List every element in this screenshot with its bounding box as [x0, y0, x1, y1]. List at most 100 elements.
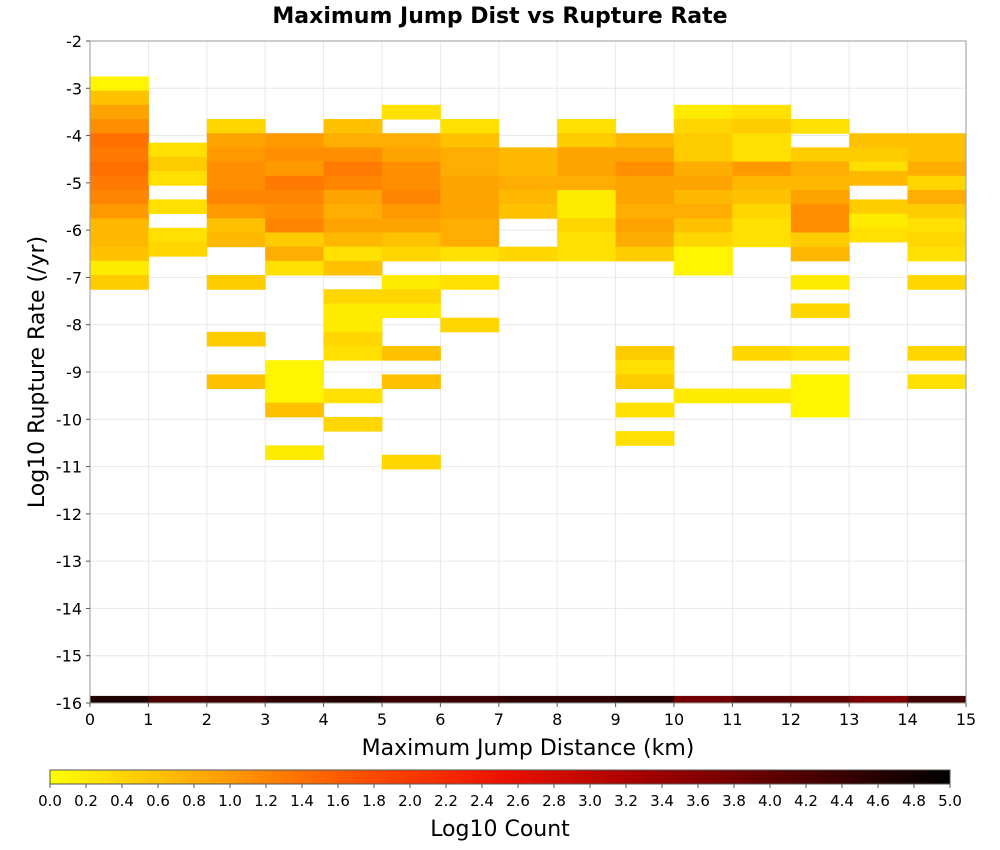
heatmap-cell: [90, 189, 149, 205]
y-tick-label: -8: [66, 316, 82, 335]
x-tick-label: 6: [435, 710, 445, 729]
heatmap-cell: [323, 246, 383, 262]
colorbar-tick-label: 3.8: [722, 792, 746, 810]
heatmap-cell: [323, 303, 383, 319]
colorbar-tick-label: 3.4: [650, 792, 674, 810]
heatmap-cell: [907, 232, 967, 248]
heatmap-cell: [206, 133, 266, 148]
colorbar-tick-label: 4.6: [866, 792, 890, 810]
heatmap-cell: [615, 431, 675, 446]
x-tick-label: 1: [143, 710, 153, 729]
heatmap-cell: [323, 331, 383, 347]
heatmap-cell: [615, 133, 675, 148]
heatmap-cell: [849, 147, 909, 163]
colorbar: [49, 769, 951, 785]
colorbar-tick-label: 2.2: [434, 792, 458, 810]
heatmap-cell: [206, 119, 266, 134]
colorbar-tick-label: 0.0: [38, 792, 62, 810]
y-tick-label: -3: [66, 79, 82, 98]
heatmap-cell: [907, 161, 967, 177]
heatmap-cell: [849, 171, 909, 186]
heatmap-cell: [90, 119, 149, 134]
heatmap-cell: [148, 171, 208, 186]
heatmap-cell: [557, 175, 617, 191]
heatmap-cell: [382, 189, 441, 205]
heatmap-cell: [790, 204, 850, 219]
heatmap-cell: [498, 695, 558, 704]
y-tick-label: -15: [56, 647, 82, 666]
heatmap-cell: [849, 133, 909, 148]
heatmap-cell: [498, 246, 558, 262]
heatmap-cell: [440, 161, 500, 177]
y-tick-label: -5: [66, 174, 82, 193]
heatmap-cell: [557, 695, 617, 704]
heatmap-cell: [557, 232, 617, 248]
heatmap-cell: [732, 175, 792, 191]
heatmap-cell: [907, 345, 967, 361]
colorbar-tick-label: 1.4: [290, 792, 314, 810]
x-axis-title: Maximum Jump Distance (km): [362, 736, 695, 761]
heatmap-cell: [674, 260, 733, 276]
heatmap-cell: [732, 232, 792, 248]
heatmap-cell: [323, 133, 383, 148]
colorbar-tick-label: 2.4: [470, 792, 494, 810]
heatmap-cell: [557, 218, 617, 234]
heatmap-cell: [265, 204, 325, 219]
heatmap-cell: [615, 232, 675, 248]
colorbar-tick-label: 5.0: [938, 792, 962, 810]
heatmap-cell: [557, 147, 617, 163]
heatmap-cell: [90, 104, 149, 120]
colorbar-tick-label: 4.8: [902, 792, 926, 810]
heatmap-cell: [382, 374, 441, 390]
heatmap-cell: [615, 360, 675, 375]
y-tick-label: -9: [66, 363, 82, 382]
heatmap-cell: [206, 232, 266, 248]
heatmap-cell: [265, 175, 325, 191]
y-tick-label: -11: [56, 458, 82, 477]
heatmap-cell: [907, 189, 967, 205]
y-tick-label: -6: [66, 221, 82, 240]
heatmap-cell: [265, 147, 325, 163]
heatmap-cell: [382, 218, 441, 234]
x-tick-label: 5: [377, 710, 387, 729]
heatmap-cell: [674, 119, 733, 134]
heatmap-cell: [557, 204, 617, 219]
heatmap-cell: [206, 204, 266, 219]
heatmap-cell: [206, 218, 266, 234]
y-tick-label: -13: [56, 552, 82, 571]
heatmap-cell: [615, 345, 675, 361]
heatmap-cell: [674, 104, 733, 120]
heatmap-cell: [615, 175, 675, 191]
heatmap-cell: [90, 695, 149, 704]
heatmap-cell: [790, 147, 850, 163]
heatmap-cell: [732, 104, 792, 120]
chart-title: Maximum Jump Dist vs Rupture Rate: [272, 4, 727, 29]
heatmap-cell: [323, 189, 383, 205]
y-tick-label: -12: [56, 505, 82, 524]
heatmap-cell: [265, 246, 325, 262]
y-tick-label: -14: [56, 599, 82, 618]
heatmap-cell: [148, 199, 208, 215]
heatmap-cell: [732, 133, 792, 148]
heatmap-cell: [323, 119, 383, 134]
heatmap-cell: [90, 204, 149, 219]
heatmap-cell: [674, 232, 733, 248]
x-tick-label: 14: [897, 710, 917, 729]
heatmap-cell: [90, 232, 149, 248]
heatmap-cell: [382, 161, 441, 177]
heatmap-cell: [206, 175, 266, 191]
y-tick-label: -4: [66, 127, 82, 146]
x-tick-label: 3: [260, 710, 270, 729]
heatmap-cell: [206, 331, 266, 347]
heatmap-cell: [907, 275, 967, 290]
heatmap-cell: [557, 161, 617, 177]
heatmap-cell: [674, 388, 733, 404]
y-axis-title: Log10 Rupture Rate (/yr): [25, 236, 50, 508]
heatmap-cell: [557, 133, 617, 148]
heatmap-cell: [148, 156, 208, 172]
heatmap-cell: [323, 175, 383, 191]
y-tick-label: -10: [56, 410, 82, 429]
heatmap-cell: [265, 161, 325, 177]
heatmap-cell: [907, 246, 967, 262]
heatmap-cell: [440, 175, 500, 191]
